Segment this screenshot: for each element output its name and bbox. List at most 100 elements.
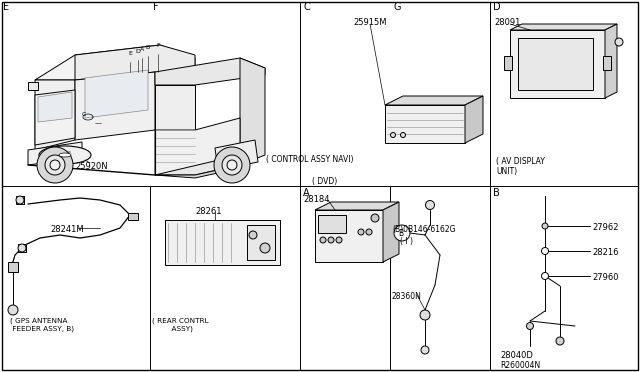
- Polygon shape: [605, 24, 617, 98]
- Polygon shape: [385, 105, 465, 143]
- Ellipse shape: [39, 146, 91, 164]
- Text: B: B: [493, 188, 500, 198]
- Circle shape: [45, 155, 65, 175]
- Text: F: F: [153, 2, 159, 12]
- Bar: [247, 225, 275, 260]
- Text: 28360N: 28360N: [392, 292, 422, 301]
- Circle shape: [260, 243, 270, 253]
- Circle shape: [8, 305, 18, 315]
- Polygon shape: [155, 165, 240, 178]
- Text: 27960: 27960: [592, 273, 618, 282]
- Polygon shape: [510, 30, 605, 98]
- Polygon shape: [215, 140, 258, 170]
- Bar: [518, 38, 593, 90]
- Text: D: D: [136, 49, 140, 54]
- Text: 28184: 28184: [303, 195, 330, 204]
- Circle shape: [50, 160, 60, 170]
- Circle shape: [358, 229, 364, 235]
- Text: E: E: [3, 2, 9, 12]
- Polygon shape: [85, 70, 148, 118]
- Polygon shape: [35, 80, 75, 150]
- Circle shape: [541, 273, 548, 279]
- Bar: [165, 220, 280, 265]
- Circle shape: [249, 231, 257, 239]
- Text: ( I ): ( I ): [400, 237, 413, 246]
- Ellipse shape: [59, 153, 71, 157]
- Bar: [8, 262, 18, 272]
- Bar: [18, 244, 26, 252]
- Text: A: A: [140, 47, 144, 52]
- Circle shape: [328, 237, 334, 243]
- Circle shape: [222, 155, 242, 175]
- Text: ( CONTROL ASSY NAVI): ( CONTROL ASSY NAVI): [266, 155, 354, 164]
- Text: 28261: 28261: [195, 207, 221, 216]
- Text: ( AV DISPLAY
UNIT): ( AV DISPLAY UNIT): [496, 157, 545, 176]
- Circle shape: [227, 160, 237, 170]
- Text: 25920N: 25920N: [75, 162, 108, 171]
- Polygon shape: [28, 142, 82, 165]
- Text: ( DVD): ( DVD): [312, 177, 338, 186]
- Polygon shape: [385, 96, 483, 105]
- Circle shape: [426, 201, 435, 209]
- Text: C: C: [82, 112, 86, 117]
- Text: B: B: [146, 45, 150, 50]
- Polygon shape: [155, 155, 240, 175]
- Polygon shape: [155, 118, 240, 175]
- Circle shape: [320, 237, 326, 243]
- Text: 28091: 28091: [494, 18, 520, 27]
- Circle shape: [542, 223, 548, 229]
- Polygon shape: [35, 90, 75, 145]
- Circle shape: [421, 346, 429, 354]
- Circle shape: [394, 225, 410, 241]
- Text: 25915M: 25915M: [353, 18, 387, 27]
- Polygon shape: [465, 96, 483, 143]
- Text: F: F: [156, 43, 160, 48]
- Bar: [16, 196, 24, 204]
- Circle shape: [541, 247, 548, 254]
- Circle shape: [401, 132, 406, 138]
- Circle shape: [37, 147, 73, 183]
- Polygon shape: [38, 92, 72, 122]
- Text: G: G: [393, 2, 401, 12]
- Text: 27962: 27962: [592, 223, 618, 232]
- Polygon shape: [383, 202, 399, 262]
- Text: 28241M: 28241M: [50, 225, 84, 234]
- Polygon shape: [155, 58, 265, 85]
- Text: C: C: [303, 2, 310, 12]
- Circle shape: [16, 196, 24, 204]
- Text: A: A: [303, 188, 310, 198]
- Bar: [504, 56, 512, 70]
- Circle shape: [556, 337, 564, 345]
- Polygon shape: [35, 45, 195, 85]
- Text: R260004N: R260004N: [500, 361, 540, 370]
- Circle shape: [366, 229, 372, 235]
- Bar: [603, 56, 611, 70]
- Polygon shape: [315, 210, 383, 262]
- Circle shape: [18, 244, 26, 252]
- Circle shape: [420, 310, 430, 320]
- Circle shape: [390, 132, 396, 138]
- Text: ( GPS ANTENNA
 FEEDER ASSY, B): ( GPS ANTENNA FEEDER ASSY, B): [10, 318, 74, 332]
- Polygon shape: [155, 85, 195, 130]
- Text: 28040D: 28040D: [500, 351, 533, 360]
- Text: —: —: [95, 120, 102, 126]
- Bar: [128, 213, 138, 220]
- Bar: [318, 215, 346, 233]
- Circle shape: [371, 214, 379, 222]
- Text: (B)0B146-6162G: (B)0B146-6162G: [392, 225, 456, 234]
- Circle shape: [336, 237, 342, 243]
- Text: D: D: [493, 2, 500, 12]
- Text: B: B: [398, 229, 403, 238]
- Bar: [28, 82, 38, 90]
- Text: ( REAR CONTRL
  ASSY): ( REAR CONTRL ASSY): [152, 318, 208, 332]
- Circle shape: [527, 323, 534, 330]
- Text: 28216: 28216: [592, 248, 618, 257]
- Polygon shape: [240, 58, 265, 165]
- Polygon shape: [75, 45, 195, 85]
- Polygon shape: [315, 202, 399, 210]
- Polygon shape: [75, 72, 155, 140]
- Text: E: E: [128, 51, 132, 56]
- Polygon shape: [510, 24, 617, 30]
- Circle shape: [615, 38, 623, 46]
- Circle shape: [214, 147, 250, 183]
